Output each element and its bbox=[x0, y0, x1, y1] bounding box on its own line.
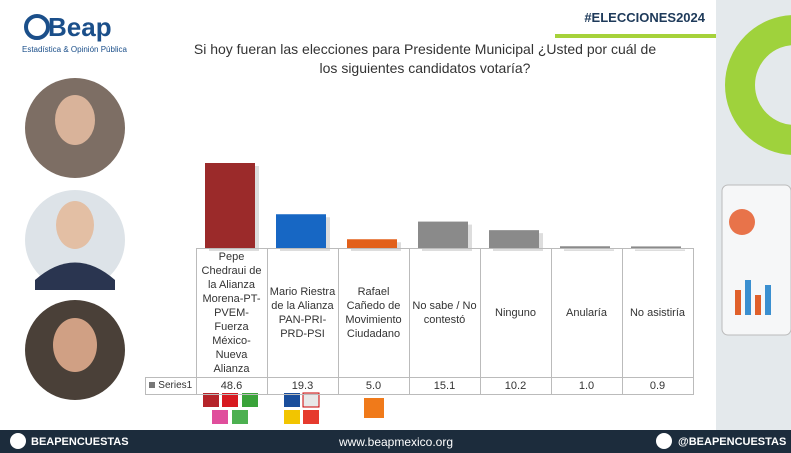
category-label: Ninguno bbox=[479, 248, 552, 378]
bar bbox=[489, 230, 539, 248]
face bbox=[56, 201, 94, 249]
tablet-bar bbox=[745, 280, 751, 315]
value-label: 10.2 bbox=[479, 377, 552, 395]
bar bbox=[418, 221, 468, 248]
value-label: 48.6 bbox=[195, 377, 268, 395]
empty-cell bbox=[146, 249, 197, 378]
party-logo bbox=[364, 398, 384, 418]
logo-mark bbox=[24, 14, 50, 40]
tablet-bar bbox=[735, 290, 741, 315]
tablet-bar bbox=[765, 285, 771, 315]
logo: Beap bbox=[48, 12, 112, 42]
party-logo bbox=[284, 410, 300, 424]
category-row: Pepe Chedraui de la Alianza Morena-PT-PV… bbox=[146, 248, 694, 378]
party-logo bbox=[284, 393, 300, 407]
series-cell: Series1 bbox=[145, 377, 197, 395]
tablet-bar bbox=[755, 295, 761, 315]
tablet-pie bbox=[729, 209, 755, 235]
bar bbox=[276, 214, 326, 248]
data-table: Pepe Chedraui de la Alianza Morena-PT-PV… bbox=[145, 248, 694, 395]
facebook-icon bbox=[10, 433, 26, 449]
value-label: 19.3 bbox=[266, 377, 339, 395]
value-label: 5.0 bbox=[337, 377, 410, 395]
hashtag: #ELECCIONES2024 bbox=[584, 10, 705, 25]
bar bbox=[205, 163, 255, 248]
party-logo bbox=[203, 393, 219, 407]
value-label: 0.9 bbox=[621, 377, 694, 395]
face bbox=[53, 318, 97, 372]
party-logo bbox=[212, 410, 228, 424]
chart-title: Si hoy fueran las elecciones para Presid… bbox=[193, 41, 657, 76]
category-label: Mario Riestra de la Alianza PAN-PRI-PRD-… bbox=[266, 248, 339, 378]
category-label: Rafael Cañedo de Movimiento Ciudadano bbox=[337, 248, 410, 378]
facebook: BEAPENCUESTAS bbox=[31, 436, 129, 448]
value-label: 15.1 bbox=[408, 377, 481, 395]
party-logo bbox=[242, 393, 258, 407]
bar bbox=[347, 239, 397, 248]
party-logo bbox=[232, 410, 248, 424]
twitter-icon bbox=[656, 433, 672, 449]
category-label: Anularía bbox=[550, 248, 623, 378]
footer-bar bbox=[0, 430, 791, 453]
bar bbox=[560, 246, 610, 248]
plot bbox=[205, 163, 685, 251]
party-logo bbox=[303, 410, 319, 424]
party-logo bbox=[302, 392, 320, 408]
category-label: No sabe / No contestó bbox=[408, 248, 481, 378]
legend-swatch bbox=[149, 382, 156, 388]
twitter: @BEAPENCUESTAS bbox=[678, 436, 786, 448]
value-label: 1.0 bbox=[550, 377, 623, 395]
bar bbox=[631, 246, 681, 248]
category-label: No asistiría bbox=[621, 248, 694, 378]
website: www.beapmexico.org bbox=[338, 435, 453, 449]
ring bbox=[725, 15, 791, 155]
party-logo bbox=[222, 393, 238, 407]
category-label: Pepe Chedraui de la Alianza Morena-PT-PV… bbox=[195, 248, 268, 378]
tagline: Estadística & Opinión Pública bbox=[22, 45, 127, 54]
legend-label: Series1 bbox=[158, 380, 193, 391]
shirt bbox=[35, 262, 115, 290]
value-row: Series1 48.6 19.3 5.0 15.1 10.2 1.0 0.9 bbox=[145, 377, 694, 395]
face bbox=[55, 95, 95, 145]
